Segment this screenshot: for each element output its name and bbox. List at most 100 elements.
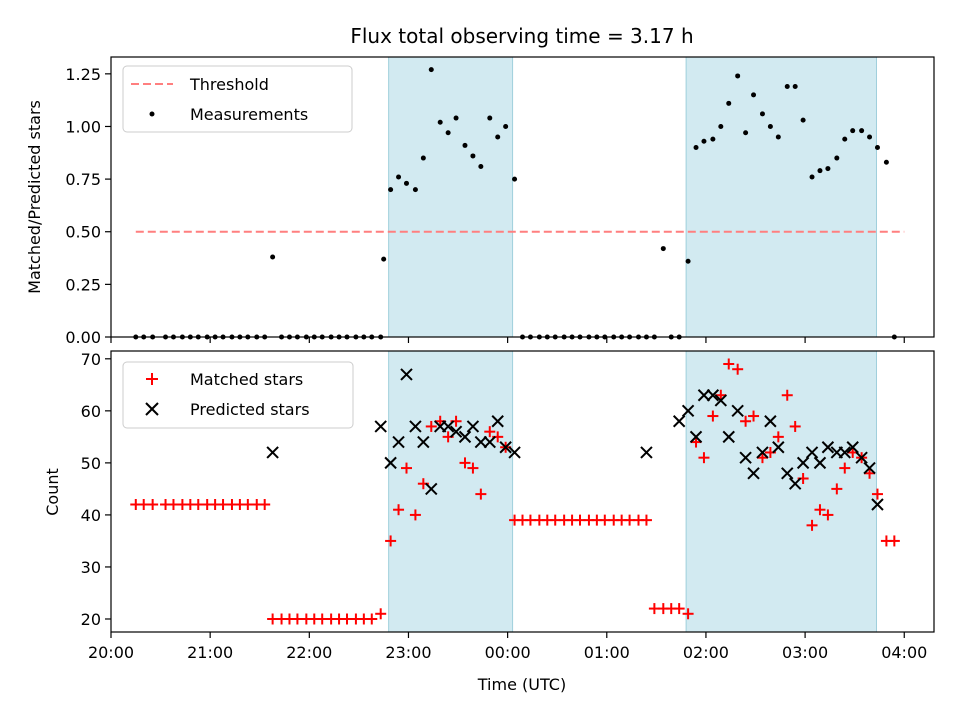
matched-star-point <box>740 415 752 427</box>
measurement-point <box>403 180 409 186</box>
predicted-star-point <box>449 425 463 438</box>
legend-predicted-swatch <box>145 402 159 416</box>
y-tick-label: 1.25 <box>65 65 101 84</box>
measurement-point <box>767 123 773 129</box>
measurement-point <box>381 256 387 262</box>
measurement-point <box>445 130 451 136</box>
matched-star-point <box>772 431 784 443</box>
predicted-star-point <box>781 467 794 480</box>
x-stroke <box>384 456 397 470</box>
x-axis-label: Time (UTC) <box>477 675 566 694</box>
chart-title: Flux total observing time = 3.17 h <box>350 24 693 48</box>
x-stroke <box>681 404 695 418</box>
measurement-point <box>759 111 765 117</box>
x-stroke <box>863 461 876 475</box>
measurement-point <box>743 130 749 136</box>
predicted-star-point <box>863 461 876 475</box>
x-stroke <box>805 446 819 459</box>
x-stroke <box>409 420 422 433</box>
predicted-star-point <box>838 446 851 459</box>
matched-star-point <box>393 504 405 516</box>
x-tick-label: 22:00 <box>286 643 332 662</box>
x-stroke <box>706 389 720 402</box>
x-tick-label: 20:00 <box>88 643 134 662</box>
measurement-point <box>817 168 823 174</box>
y-tick-label: 20 <box>81 610 101 629</box>
measurement-point <box>478 163 484 169</box>
x-stroke <box>441 420 455 433</box>
measurement-point <box>784 83 790 89</box>
bottom-panel: 20:00 21:00 22:00 23:00 00:00 01:00 02:00 03:00… <box>43 350 935 694</box>
predicted-star-point <box>871 498 884 511</box>
predicted-star-point <box>747 467 760 480</box>
matched-star-point <box>723 358 735 370</box>
predicted-star-point <box>483 435 496 449</box>
top-y-axis-label: Matched/Predicted stars <box>25 100 44 294</box>
matched-star-point <box>871 488 883 500</box>
matched-star-point <box>400 462 412 474</box>
x-stroke <box>813 456 827 470</box>
matched-star-point <box>467 462 479 474</box>
predicted-star-point <box>681 404 695 418</box>
predicted-star-point <box>392 435 405 449</box>
matched-star-point <box>707 410 719 422</box>
matched-star-point <box>864 467 876 479</box>
matched-star-point <box>806 519 818 531</box>
matched-star-point <box>732 363 744 375</box>
x-stroke <box>374 420 387 433</box>
x-tick-label: 21:00 <box>187 643 233 662</box>
y-tick-label: 30 <box>81 558 101 577</box>
x-stroke <box>425 482 438 496</box>
measurement-point <box>660 246 666 252</box>
x-stroke <box>672 415 686 428</box>
matched-star-point <box>366 613 378 625</box>
observing-windows <box>388 56 877 338</box>
matched-star-point <box>781 389 793 401</box>
predicted-star-point <box>499 441 512 454</box>
matched-star-point <box>673 603 685 615</box>
measurement-point <box>874 145 880 151</box>
y-tick-label: 1.00 <box>65 117 101 136</box>
bottom-y-ticks: 20 30 40 50 60 70 <box>81 350 111 629</box>
predicted-star-point <box>508 446 521 459</box>
bottom-legend-box <box>122 361 354 429</box>
top-plot-frame <box>110 56 935 338</box>
x-stroke <box>499 441 512 454</box>
x-tick-label: 00:00 <box>485 643 531 662</box>
predicted-star-point <box>417 435 430 449</box>
bottom-plot-frame <box>110 350 935 633</box>
x-stroke <box>731 404 744 418</box>
matched-star-point <box>715 389 727 401</box>
matched-star-point <box>682 608 694 620</box>
measurement-point <box>735 73 741 79</box>
matched-star-point <box>698 452 710 464</box>
measurement-point <box>792 83 798 89</box>
top-y-ticks: 0.00 0.25 0.50 0.75 1.00 1.25 <box>65 65 111 347</box>
x-stroke <box>781 467 794 480</box>
measurement-point <box>850 128 856 134</box>
x-stroke <box>756 446 769 459</box>
measurement-point <box>775 134 781 140</box>
measurement-point <box>867 134 873 140</box>
x-stroke <box>747 467 760 480</box>
x-tick-label: 23:00 <box>385 643 431 662</box>
x-stroke <box>392 435 405 449</box>
matched-star-point <box>385 535 397 547</box>
matched-star-point <box>756 452 768 464</box>
x-stroke <box>772 441 785 454</box>
x-stroke <box>846 441 859 454</box>
measurement-point <box>437 119 443 125</box>
x-stroke <box>491 415 504 428</box>
x-stroke <box>266 446 279 459</box>
y-tick-label: 0.25 <box>65 275 101 294</box>
predicted-star-point <box>425 482 438 496</box>
bottom-legend: Matched stars Predicted stars <box>122 361 354 429</box>
matched-star-point <box>814 504 826 516</box>
measurement-point <box>701 138 707 144</box>
measurement-point <box>470 153 476 159</box>
matched-star-point <box>888 535 900 547</box>
matched-star-point <box>259 499 271 511</box>
measurement-point <box>726 100 732 106</box>
measurement-point <box>718 123 724 129</box>
